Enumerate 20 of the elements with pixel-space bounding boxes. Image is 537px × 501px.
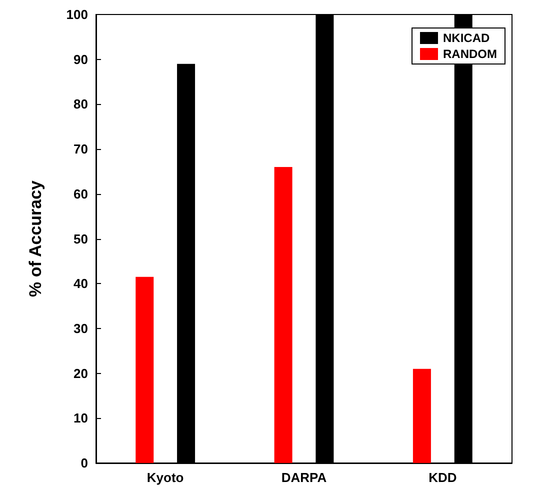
y-tick-label: 70 [74,142,88,157]
y-tick-label: 40 [74,276,88,292]
y-tick-label: 50 [74,231,88,246]
y-tick-label: 0 [80,456,88,470]
y-tick-label: 30 [74,320,88,336]
x-tick-label: DARPA [281,470,328,485]
x-tick-label: Kyoto [146,470,184,485]
y-tick-label: 80 [74,96,88,112]
y-tick-label: 20 [74,366,88,381]
legend-label: RANDOM [443,47,498,61]
x-tick-label: KDD [428,470,457,485]
bar [274,166,292,463]
y-tick-label: 60 [74,186,88,202]
bar [136,276,154,463]
y-tick-label: 90 [74,52,88,67]
legend-label: NKICAD [443,31,490,45]
y-tick-label: 100 [66,7,88,22]
y-axis-title: % of Accuracy [26,180,45,298]
bar [412,368,431,463]
y-tick-label: 10 [74,410,88,426]
